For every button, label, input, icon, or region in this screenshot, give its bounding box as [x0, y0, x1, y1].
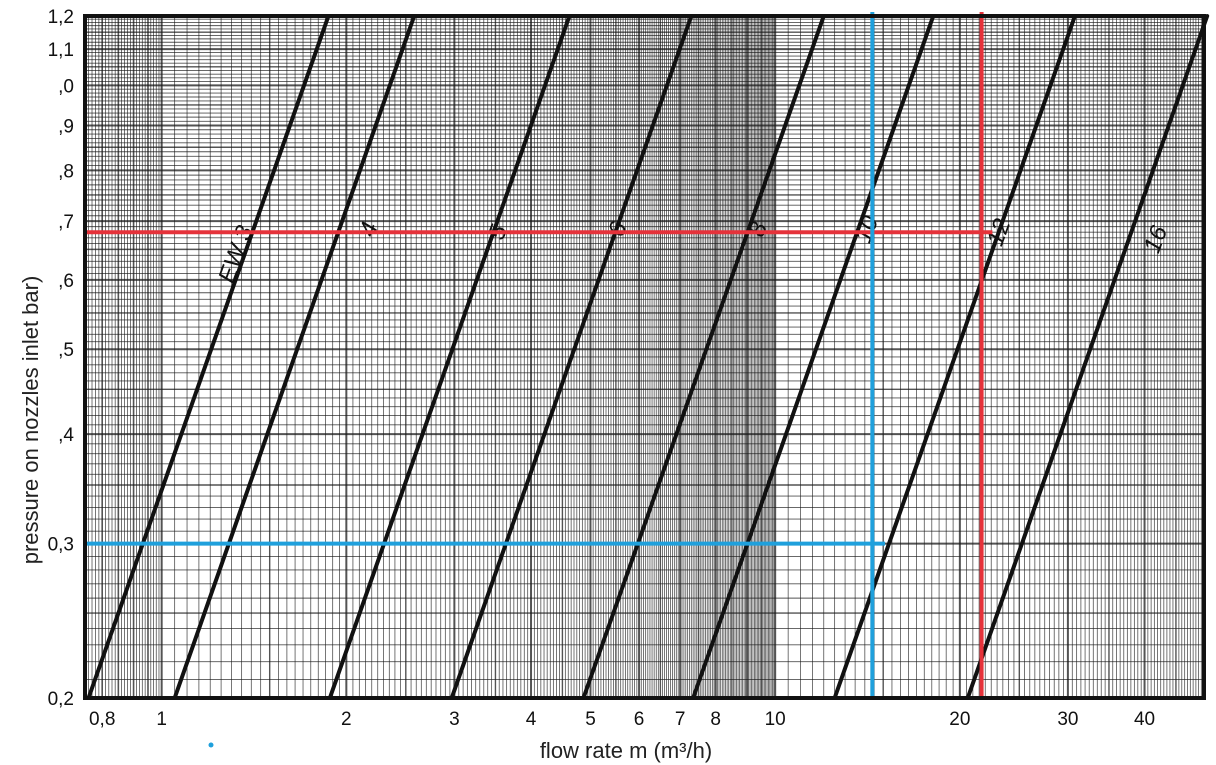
x-tick-label: 4: [526, 709, 537, 730]
x-tick-label: 3: [449, 709, 460, 730]
x-axis-ticks: 0,8 1 2 3 4 5 6 7 8 10 20 30 40: [89, 709, 1155, 730]
x-tick-label: 20: [949, 709, 970, 730]
y-tick-label: ,5: [58, 340, 74, 361]
y-axis-label: pressure on nozzles inlet bar): [18, 276, 43, 565]
y-tick-label: 0,2: [48, 689, 74, 710]
curve-12: [832, 14, 1077, 700]
curve-ew-3: [86, 14, 331, 700]
curve-6: [449, 14, 694, 700]
reference-lines: [85, 12, 993, 698]
y-tick-label: 1,1: [48, 40, 74, 61]
x-tick-label: 40: [1134, 709, 1155, 730]
x-tick-label: 0,8: [89, 709, 115, 730]
x-tick-label: 6: [634, 709, 645, 730]
y-tick-label: ,6: [58, 271, 74, 292]
curve-8: [581, 14, 826, 700]
x-tick-label: 1: [156, 709, 167, 730]
x-tick-label: 30: [1057, 709, 1078, 730]
x-axis-label: flow rate m (m³/h): [540, 738, 712, 763]
y-tick-label: ,0: [58, 76, 74, 97]
curve-4: [172, 14, 417, 700]
x-tick-label: 5: [585, 709, 596, 730]
y-tick-label: ,7: [58, 212, 74, 233]
x-tick-label: 10: [765, 709, 786, 730]
chart-grid: [85, 16, 1204, 698]
curve-10: [691, 14, 936, 700]
curve-5: [327, 14, 572, 700]
y-tick-label: ,4: [58, 425, 74, 446]
x-tick-label: 8: [710, 709, 721, 730]
y-tick-label: 0,3: [48, 535, 74, 556]
y-tick-label: ,8: [58, 161, 74, 182]
stray-dot-mark: [208, 742, 214, 748]
y-axis-ticks: 1,2 1,1 ,0 ,9 ,8 ,7 ,6 ,5 ,4 0,3 0,2: [48, 7, 75, 710]
nozzle-curves: [86, 14, 1210, 700]
x-tick-label: 7: [675, 709, 686, 730]
plot-frame: [83, 14, 1206, 700]
y-tick-label: 1,2: [48, 7, 74, 28]
y-tick-label: ,9: [58, 117, 74, 138]
x-tick-label: 2: [341, 709, 352, 730]
curve-16: [965, 14, 1210, 700]
